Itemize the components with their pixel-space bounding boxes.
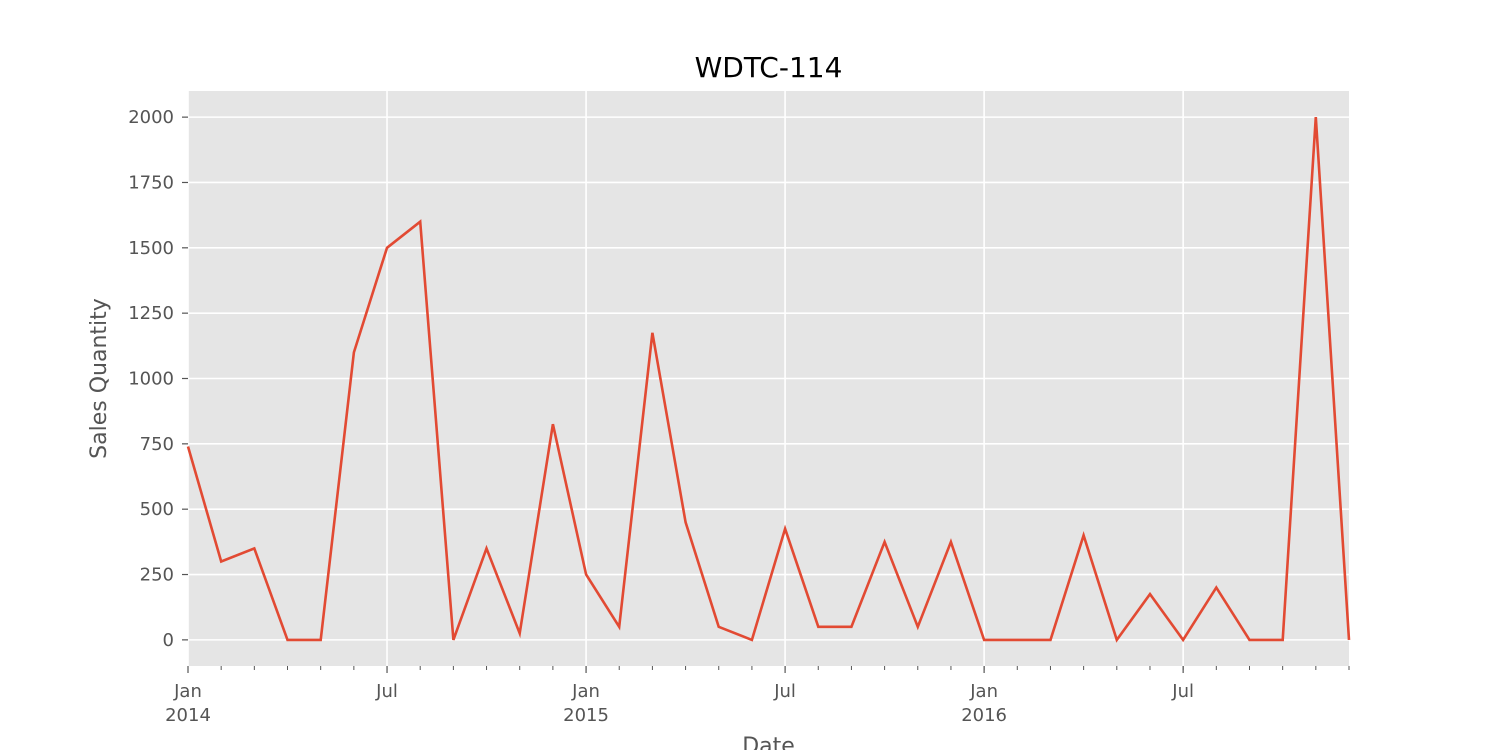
- x-tick-label: Jul: [1171, 681, 1194, 702]
- x-tick-year-label: 2015: [563, 705, 609, 726]
- y-axis: 0 250 500 750 1000 1250 1500 1750 2000: [128, 107, 188, 651]
- y-tick-label: 1250: [128, 303, 174, 324]
- series-layer: [186, 117, 1351, 643]
- y-tick-label: 1500: [128, 238, 174, 259]
- y-tick-label: 0: [163, 630, 174, 651]
- y-axis-label: Sales Quantity: [87, 298, 112, 459]
- x-tick-label: Jul: [375, 681, 398, 702]
- series-line: [186, 117, 1351, 643]
- x-tick-label: Jan: [173, 681, 202, 702]
- x-axis: Jan 2014 Jul Jan 2015 Jul Jan 2016 Jul: [165, 666, 1350, 726]
- x-tick-label: Jul: [773, 681, 796, 702]
- y-tick-label: 2000: [128, 107, 174, 128]
- x-tick-year-label: 2014: [165, 705, 211, 726]
- y-tick-label: 750: [140, 434, 174, 455]
- x-axis-label: Date: [742, 734, 795, 750]
- x-tick-label: Jan: [969, 681, 998, 702]
- chart-title: WDTC-114: [695, 51, 843, 84]
- y-tick-label: 250: [140, 565, 174, 586]
- y-tick-label: 1000: [128, 369, 174, 390]
- x-tick-year-label: 2016: [961, 705, 1007, 726]
- y-tick-label: 500: [140, 499, 174, 520]
- x-tick-label: Jan: [571, 681, 600, 702]
- y-tick-label: 1750: [128, 172, 174, 193]
